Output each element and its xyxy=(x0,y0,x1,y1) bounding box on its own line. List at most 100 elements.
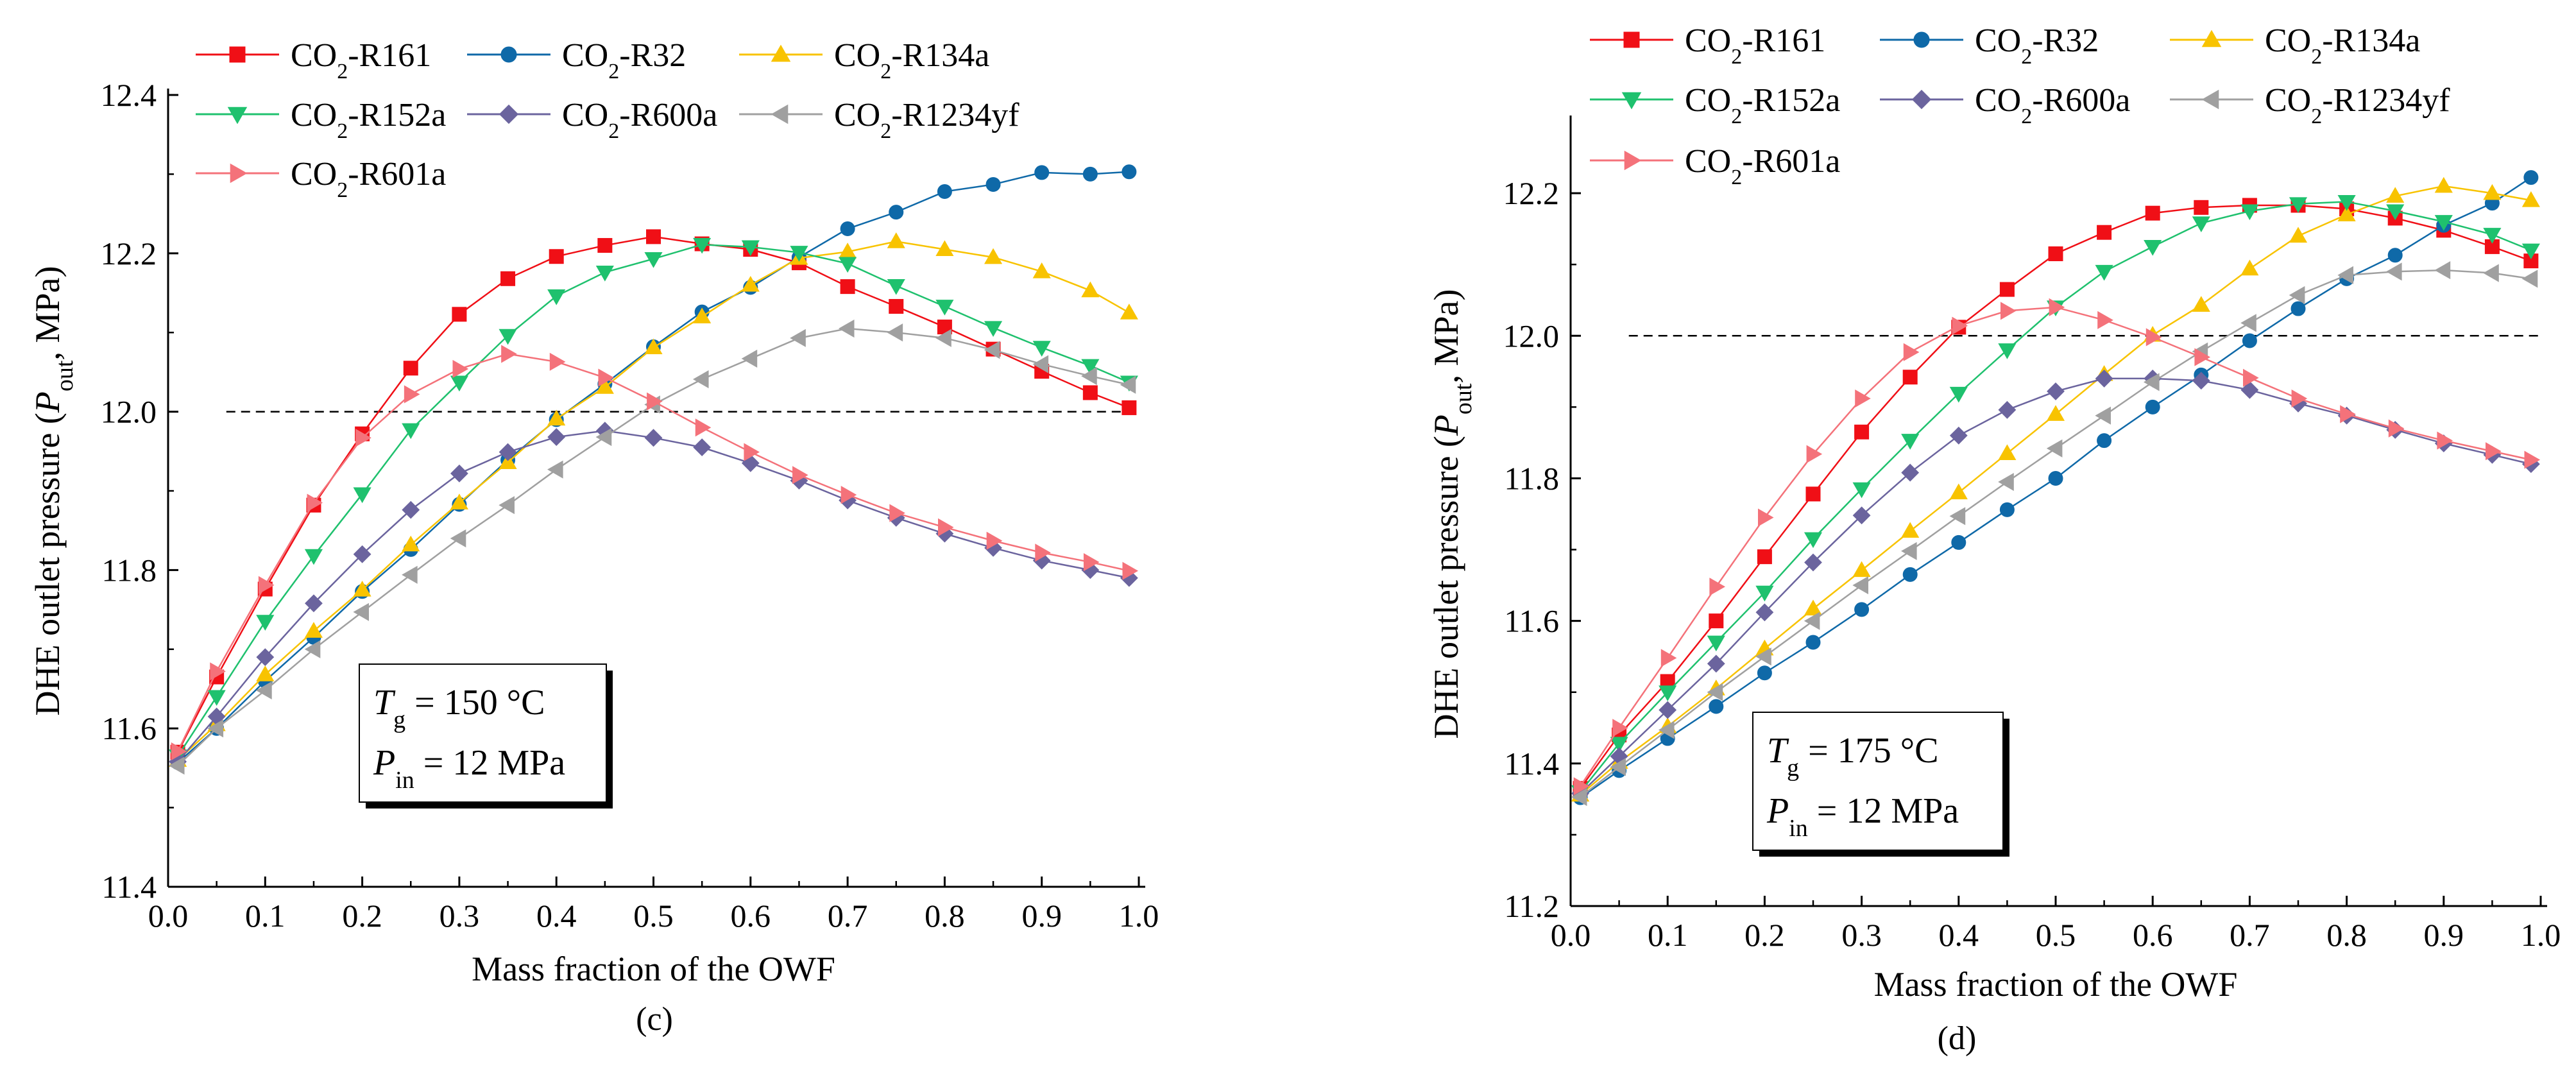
data-point xyxy=(501,345,517,363)
data-point xyxy=(450,493,468,509)
x-tick-label-c: 0.7 xyxy=(828,898,868,934)
data-point xyxy=(1755,647,1771,666)
data-point xyxy=(2385,262,2402,281)
data-point xyxy=(1852,561,1871,578)
series-line xyxy=(1580,269,2532,798)
data-point xyxy=(1081,281,1100,298)
series-line xyxy=(177,429,1130,762)
data-point xyxy=(1804,532,1823,549)
data-point xyxy=(2523,170,2539,185)
series-CO2-R32-d xyxy=(1573,170,2539,805)
data-point xyxy=(1901,434,1920,450)
data-point xyxy=(547,409,566,426)
data-point xyxy=(693,438,712,457)
data-point xyxy=(1998,343,2017,359)
data-point xyxy=(2386,187,2405,203)
data-point xyxy=(2046,439,2063,458)
data-point xyxy=(1902,370,1918,385)
data-point xyxy=(2483,228,2502,244)
data-point xyxy=(2095,370,2113,388)
data-point xyxy=(984,248,1003,264)
data-point xyxy=(1707,654,1725,673)
annotation-temperature: Tg = 175 °C xyxy=(1767,731,1938,782)
data-point xyxy=(2521,270,2538,288)
data-point xyxy=(2144,240,2162,256)
data-point xyxy=(887,232,905,248)
x-axis-title-c: Mass fraction of the OWF xyxy=(472,950,835,988)
data-point xyxy=(986,531,1003,550)
x-axis-title-d: Mass fraction of the OWF xyxy=(1874,965,2238,1004)
data-point xyxy=(1707,683,1723,701)
data-point xyxy=(935,329,951,347)
data-point xyxy=(402,423,420,440)
data-point xyxy=(644,429,663,447)
data-point xyxy=(1998,400,2017,419)
y-tick-label-d: 12.2 xyxy=(1503,175,1560,211)
data-point xyxy=(1571,787,1587,807)
data-point xyxy=(2192,296,2210,312)
data-point xyxy=(1032,341,1051,357)
legend-item-CO2-R601a-c: CO2-R601a xyxy=(196,156,446,202)
data-point xyxy=(889,205,904,220)
data-point xyxy=(2434,215,2453,231)
data-point xyxy=(1855,389,1871,408)
data-point xyxy=(1032,355,1049,373)
data-point xyxy=(1081,359,1100,375)
data-point xyxy=(549,352,566,371)
data-point xyxy=(1122,164,1137,180)
data-point xyxy=(2337,205,2356,221)
data-point xyxy=(2289,197,2308,213)
data-point xyxy=(1083,552,1100,572)
data-point xyxy=(1949,483,1968,500)
data-point xyxy=(2048,246,2063,262)
data-point xyxy=(2243,368,2259,387)
legend-item-CO2-R152a-c: CO2-R152a xyxy=(196,97,446,143)
data-point xyxy=(935,240,954,257)
data-point xyxy=(1806,445,1823,463)
data-point xyxy=(2437,431,2453,450)
data-point xyxy=(1949,426,1968,445)
legend-label: CO2-R32 xyxy=(562,37,686,83)
data-point xyxy=(647,392,663,411)
legend-marker xyxy=(230,163,248,184)
data-point xyxy=(256,665,275,681)
data-point xyxy=(2192,216,2210,232)
data-point xyxy=(1998,472,2014,492)
data-point xyxy=(256,648,275,667)
data-point xyxy=(547,428,566,446)
data-point xyxy=(402,535,420,552)
data-point xyxy=(2145,205,2160,221)
data-point xyxy=(1900,542,1917,560)
x-tick-label-d: 0.2 xyxy=(1744,917,1785,953)
data-point xyxy=(2240,259,2259,276)
legend-marker xyxy=(227,107,248,124)
x-tick-label-d: 0.8 xyxy=(2326,917,2367,953)
y-tick-label-d: 12.0 xyxy=(1503,318,1560,354)
data-point xyxy=(887,323,903,342)
annotation-pressure: Pin = 12 MPa xyxy=(373,743,565,794)
data-point xyxy=(353,581,371,597)
data-point xyxy=(355,429,371,447)
panel-d-chart: 0.0 0.1 0.2 0.3 0.4 0.5 0.6 0.7 0.8 0.9 1.0 11.2 11.… xyxy=(1427,22,2561,1004)
legend-marker xyxy=(1911,89,1932,110)
data-point xyxy=(1852,576,1868,595)
legend-marker xyxy=(229,46,246,63)
data-point xyxy=(1755,585,1774,602)
data-point xyxy=(2388,419,2405,438)
data-point xyxy=(984,341,1000,359)
x-tick-label-d: 0.4 xyxy=(1939,917,1979,953)
legend-label: CO2-R601a xyxy=(1685,143,1840,189)
data-point xyxy=(744,443,760,461)
data-point xyxy=(450,529,466,548)
annotation-box-c: Tg = 150 °C Pin = 12 MPa xyxy=(359,663,613,809)
x-tick-label-c: 0.6 xyxy=(731,898,771,934)
legend-label: CO2-R32 xyxy=(1975,22,2099,69)
data-point xyxy=(840,279,855,295)
data-point xyxy=(741,349,758,368)
data-point xyxy=(1902,567,1918,582)
data-point xyxy=(2521,191,2540,207)
legend-marker xyxy=(1623,31,1640,48)
data-point xyxy=(692,370,709,389)
data-point xyxy=(402,565,418,584)
data-point xyxy=(452,307,467,322)
